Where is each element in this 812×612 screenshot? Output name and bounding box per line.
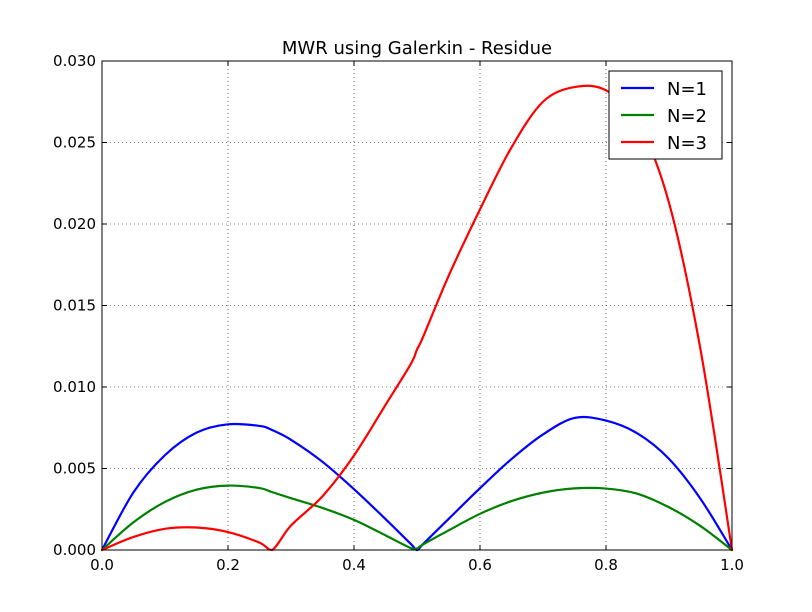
y-tick-label: 0.010	[53, 378, 96, 396]
chart-title: MWR using Galerkin - Residue	[282, 38, 552, 59]
x-tick-label: 0.6	[468, 556, 492, 574]
y-tick-label: 0.015	[53, 297, 96, 315]
y-tick-label: 0.025	[53, 134, 96, 152]
x-tick-label: 0.2	[216, 556, 240, 574]
x-tick-label: 0.8	[594, 556, 618, 574]
legend-label-1: N=1	[667, 79, 707, 100]
series-line-2	[100, 484, 734, 552]
x-tick-label: 0.0	[90, 556, 114, 574]
axis-ticks: 0.0 0.2 0.4 0.6 0.8 1.0 0.000 0.005 0.010 0.015 0.…	[53, 52, 744, 574]
legend-label-3: N=3	[667, 133, 707, 154]
grid	[102, 61, 732, 550]
y-tick-label: 0.000	[53, 541, 96, 559]
y-tick-label: 0.005	[53, 460, 96, 478]
y-tick-label: 0.030	[53, 52, 96, 70]
legend: N=1 N=2 N=3	[608, 70, 723, 160]
x-tick-label: 1.0	[720, 556, 744, 574]
x-tick-label: 0.4	[342, 556, 366, 574]
legend-label-2: N=2	[667, 106, 707, 127]
y-tick-label: 0.020	[53, 215, 96, 233]
